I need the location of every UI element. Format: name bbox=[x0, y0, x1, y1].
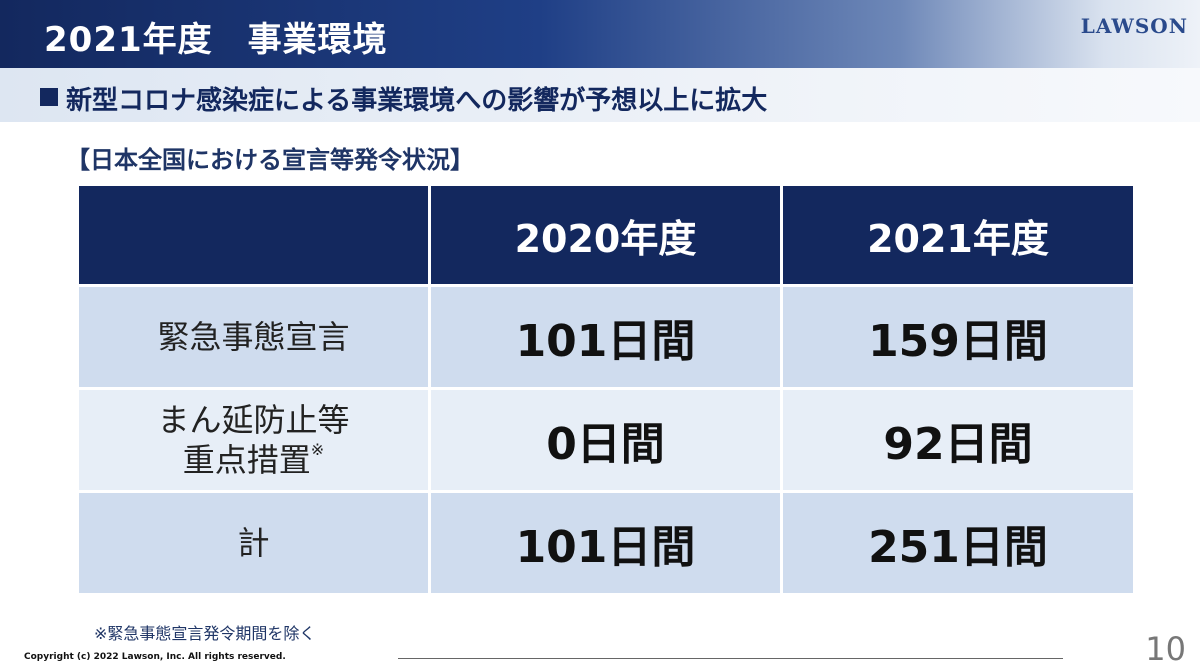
square-bullet-icon bbox=[40, 88, 58, 106]
page-number: 10 bbox=[1145, 630, 1186, 668]
cell-emergency-fy2020: 101日間 bbox=[428, 284, 783, 390]
cell-quasi-fy2020: 0日間 bbox=[428, 387, 783, 493]
header-bar bbox=[0, 0, 1200, 68]
declaration-status-table: 2020年度 2021年度 緊急事態宣言 101日間 159日間 まん延防止等 … bbox=[76, 183, 1136, 596]
table-row: 計 101日間 251日間 bbox=[76, 490, 1136, 596]
section-label: 【日本全国における宣言等発令状況】 bbox=[66, 146, 474, 174]
footnote-mark: ※ bbox=[310, 440, 325, 459]
copyright: Copyright (c) 2022 Lawson, Inc. All righ… bbox=[24, 652, 286, 662]
cell-quasi-fy2021: 92日間 bbox=[780, 387, 1136, 493]
footnote: ※緊急事態宣言発令期間を除く bbox=[94, 624, 316, 643]
row-label-quasi-emergency: まん延防止等 重点措置※ bbox=[76, 387, 431, 493]
subheader-title: 新型コロナ感染症による事業環境への影響が予想以上に拡大 bbox=[66, 86, 768, 116]
cell-emergency-fy2021: 159日間 bbox=[780, 284, 1136, 390]
header-cell-fy2021: 2021年度 bbox=[780, 183, 1136, 287]
subheader-bar bbox=[0, 68, 1200, 122]
row-label-emergency: 緊急事態宣言 bbox=[76, 284, 431, 390]
row-label-total: 計 bbox=[76, 490, 431, 596]
row-label-line2: 重点措置 bbox=[182, 441, 311, 479]
lawson-logo: LAWSON bbox=[1080, 14, 1188, 38]
table-header-row: 2020年度 2021年度 bbox=[76, 183, 1136, 287]
header-cell-fy2020: 2020年度 bbox=[428, 183, 783, 287]
page-title: 2021年度 事業環境 bbox=[44, 20, 388, 60]
table-row: 緊急事態宣言 101日間 159日間 bbox=[76, 284, 1136, 390]
row-label-line1: まん延防止等 bbox=[157, 401, 350, 439]
header-cell-empty bbox=[76, 183, 431, 287]
footer-divider bbox=[398, 658, 1063, 659]
cell-total-fy2020: 101日間 bbox=[428, 490, 783, 596]
cell-total-fy2021: 251日間 bbox=[780, 490, 1136, 596]
table-row: まん延防止等 重点措置※ 0日間 92日間 bbox=[76, 387, 1136, 493]
